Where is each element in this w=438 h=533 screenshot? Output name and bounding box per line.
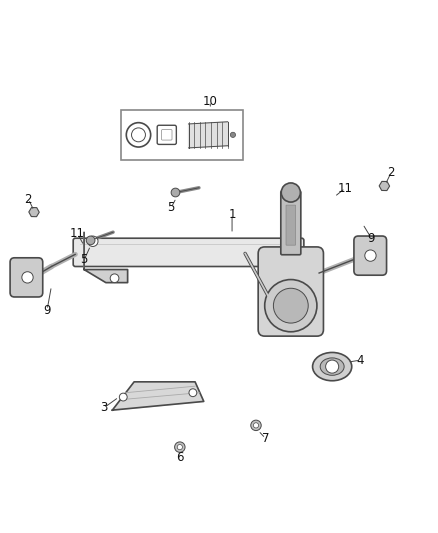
Text: 11: 11 — [70, 228, 85, 240]
Circle shape — [119, 393, 127, 401]
Text: 2: 2 — [25, 192, 32, 206]
Text: 6: 6 — [176, 451, 184, 464]
Text: 5: 5 — [167, 201, 175, 214]
Circle shape — [253, 423, 258, 428]
Text: 10: 10 — [203, 95, 218, 108]
Text: 4: 4 — [357, 353, 364, 367]
FancyBboxPatch shape — [162, 130, 172, 140]
Ellipse shape — [313, 352, 352, 381]
Circle shape — [189, 389, 197, 397]
Polygon shape — [188, 122, 228, 148]
FancyBboxPatch shape — [354, 236, 387, 275]
Circle shape — [88, 236, 98, 246]
Text: 1: 1 — [228, 208, 236, 221]
FancyBboxPatch shape — [281, 191, 301, 255]
Text: 9: 9 — [43, 303, 51, 317]
Circle shape — [86, 236, 95, 245]
Polygon shape — [113, 382, 204, 410]
Circle shape — [273, 288, 308, 323]
FancyBboxPatch shape — [157, 125, 177, 144]
Text: 11: 11 — [338, 182, 353, 195]
Circle shape — [251, 420, 261, 431]
Circle shape — [126, 123, 151, 147]
Circle shape — [365, 250, 376, 261]
Ellipse shape — [320, 358, 344, 375]
Circle shape — [177, 445, 183, 450]
Circle shape — [281, 183, 300, 202]
Circle shape — [22, 272, 33, 283]
Circle shape — [110, 274, 119, 282]
Circle shape — [171, 188, 180, 197]
Circle shape — [230, 132, 236, 138]
Circle shape — [265, 279, 317, 332]
Text: 9: 9 — [367, 232, 375, 245]
Text: 7: 7 — [262, 432, 269, 445]
FancyBboxPatch shape — [10, 258, 43, 297]
Text: 2: 2 — [387, 166, 395, 180]
Text: 5: 5 — [81, 254, 88, 266]
Circle shape — [175, 442, 185, 453]
FancyBboxPatch shape — [258, 247, 323, 336]
Circle shape — [325, 360, 339, 373]
Circle shape — [131, 128, 145, 142]
Text: 3: 3 — [100, 401, 107, 415]
FancyBboxPatch shape — [286, 205, 296, 245]
Polygon shape — [84, 232, 127, 282]
FancyBboxPatch shape — [121, 110, 243, 160]
FancyBboxPatch shape — [73, 238, 304, 266]
